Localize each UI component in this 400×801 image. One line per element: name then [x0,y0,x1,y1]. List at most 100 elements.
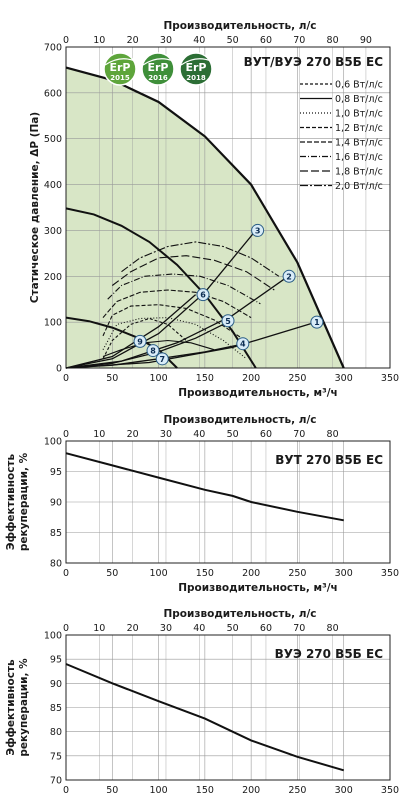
legend-label: 1,0 Вт/л/с [335,109,383,120]
y-tick-label: 300 [44,226,62,237]
x-tick-label: 100 [150,373,168,384]
x2-tick-label: 70 [293,35,305,46]
y-tick-label: 85 [50,703,62,714]
x2-tick-label: 70 [293,429,305,440]
y-tick-label: 200 [44,272,62,283]
operating-point-label: 4 [240,340,246,349]
x2-tick-label: 30 [160,35,172,46]
x2-tick-label: 30 [160,623,172,634]
y-tick-label: 80 [50,559,62,570]
y-axis-title: Статическое давление, ΔP (Па) [29,112,41,303]
x-tick-label: 0 [63,373,69,384]
chart-title: ВУТ 270 В5Б ЕС [275,453,383,467]
operating-point-label: 9 [137,337,143,346]
power-curve [121,241,280,277]
x-tick-label: 50 [106,373,118,384]
erp-badge-arc [142,58,174,66]
erp-badge-year: 2016 [148,74,168,82]
x-tick-label: 150 [196,785,214,796]
operating-point-label: 2 [286,272,292,281]
efficiency-line [65,452,344,522]
x-tick-label: 350 [381,568,399,579]
x2-tick-label: 50 [227,429,239,440]
operating-point [236,337,250,351]
legend-label: 0,8 Вт/л/с [335,94,383,105]
y-axis-title: Эффективность [5,453,17,550]
y-tick-label: 700 [44,43,62,54]
x-tick-label: 150 [196,568,214,579]
operating-point-label: 1 [314,318,320,327]
x2-axis-title: Производительность, л/с [163,608,316,620]
x-tick-label: 250 [288,373,306,384]
legend-label: 1,2 Вт/л/с [335,123,383,134]
x2-tick-label: 80 [327,623,339,634]
x2-tick-label: 40 [193,429,205,440]
x2-tick-label: 20 [127,35,139,46]
y-axis-title: Эффективность [5,659,17,756]
legend-label: 1,6 Вт/л/с [335,152,383,163]
operating-point [251,223,265,237]
y-tick-label: 75 [50,751,62,762]
power-curve [102,304,243,339]
x2-tick-label: 0 [63,35,69,46]
x-tick-label: 350 [381,785,399,796]
power-curve [111,255,275,291]
x-tick-label: 250 [288,568,306,579]
x-tick-label: 100 [150,785,168,796]
legend: 0,6 Вт/л/с 0,8 Вт/л/с 1,0 Вт/л/с 1,2 Вт/л/с… [300,80,383,192]
operating-point-label: 3 [255,226,261,235]
erp-badge-arc [180,58,212,66]
erp-badge-year: 2015 [110,74,130,82]
x-tick-label: 300 [335,785,353,796]
x2-tick-label: 90 [360,35,372,46]
power-curve [107,273,261,305]
x2-tick-label: 60 [260,623,272,634]
y-tick-label: 70 [50,776,62,787]
operating-point [221,314,235,328]
x2-tick-label: 20 [127,429,139,440]
x2-tick-label: 0 [63,623,69,634]
operating-point-label: 8 [150,347,156,356]
y-tick-label: 85 [50,528,62,539]
y-tick-label: 95 [50,467,62,478]
operating-point [310,315,324,329]
operating-point [133,334,147,348]
x-tick-label: 150 [196,373,214,384]
x-tick-label: 50 [106,568,118,579]
x-tick-label: 250 [288,785,306,796]
x2-tick-label: 40 [193,35,205,46]
system-curve [65,275,289,369]
x2-tick-label: 30 [160,429,172,440]
erp-badge-text: ErP [185,61,206,74]
x-tick-label: 300 [335,373,353,384]
power-curve [102,339,215,358]
x2-tick-label: 60 [260,429,272,440]
system-curve [65,229,257,369]
y-tick-label: 90 [50,498,62,509]
operating-point [155,352,169,366]
x2-tick-label: 10 [93,35,105,46]
y-tick-label: 400 [44,180,62,191]
x-tick-label: 100 [150,568,168,579]
x-tick-label: 200 [242,373,260,384]
y-axis-title: рекуперации, % [18,658,30,757]
y-tick-label: 80 [50,727,62,738]
x2-tick-label: 40 [193,623,205,634]
y-tick-label: 500 [44,134,62,145]
legend-label: 0,6 Вт/л/с [335,80,383,91]
operating-point [282,269,296,283]
legend-label: 1,4 Вт/л/с [335,138,383,149]
plot-border [65,46,391,369]
x-tick-label: 350 [381,373,399,384]
x2-tick-label: 10 [93,429,105,440]
x2-tick-label: 80 [327,35,339,46]
x2-tick-label: 80 [327,429,339,440]
x2-axis-title: Производительность, л/с [163,20,316,32]
plot-border [65,440,391,564]
x-tick-label: 0 [63,568,69,579]
